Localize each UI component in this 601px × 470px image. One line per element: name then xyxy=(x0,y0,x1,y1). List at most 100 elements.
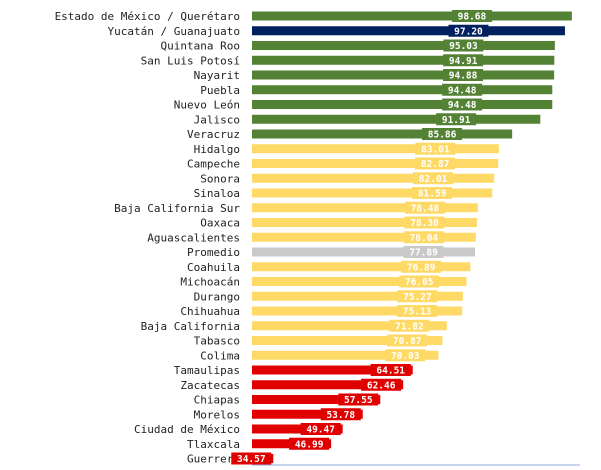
value-label-box xyxy=(422,128,463,140)
value-label-box xyxy=(415,157,456,170)
value-label: 77.89 xyxy=(409,248,438,259)
bars-group xyxy=(252,11,572,463)
category-label: Campeche xyxy=(187,158,240,171)
value-label-box xyxy=(397,305,438,317)
bar xyxy=(252,144,499,154)
category-label: Jalisco xyxy=(194,113,240,126)
value-label: 53.78 xyxy=(326,410,355,421)
value-label-box xyxy=(399,275,440,288)
category-label: Guerrero xyxy=(187,453,240,466)
value-label: 75.27 xyxy=(403,292,432,303)
value-label: 64.51 xyxy=(376,366,405,377)
value-label: 46.99 xyxy=(295,439,324,450)
bar xyxy=(252,409,363,419)
bar xyxy=(252,277,467,286)
value-label: 83.01 xyxy=(421,144,450,155)
bar xyxy=(252,365,413,375)
value-label: 82.87 xyxy=(421,159,450,170)
value-label-box xyxy=(442,98,483,111)
bar xyxy=(252,203,478,213)
bar xyxy=(252,232,476,242)
bar xyxy=(252,291,463,301)
value-label-box xyxy=(451,10,492,22)
category-label: Nuevo León xyxy=(174,99,240,112)
category-label: Sonora xyxy=(200,172,240,185)
value-label-box xyxy=(387,334,428,347)
value-label-box xyxy=(443,69,484,81)
value-label-box xyxy=(385,349,426,362)
value-label: 70.87 xyxy=(393,336,422,347)
value-label: 71.82 xyxy=(395,321,424,332)
bar xyxy=(252,321,447,331)
category-label: Michoacán xyxy=(180,276,240,289)
category-label: Durango xyxy=(194,290,240,303)
value-label-box xyxy=(404,216,445,229)
category-label: Veracruz xyxy=(187,128,240,141)
value-label: 97.20 xyxy=(454,26,483,37)
value-label-box xyxy=(403,246,444,258)
bar xyxy=(252,188,493,198)
value-label: 57.55 xyxy=(344,395,373,406)
value-label-box xyxy=(370,364,411,376)
value-label: 91.91 xyxy=(442,115,471,126)
category-label: Ciudad de México xyxy=(134,423,240,436)
value-label-box xyxy=(442,83,483,96)
value-label-box xyxy=(443,39,484,52)
value-label-box xyxy=(320,408,361,421)
value-label: 94.91 xyxy=(449,56,478,67)
category-label: Chihuahua xyxy=(180,305,240,318)
value-label-box xyxy=(300,423,341,435)
value-label: 70.03 xyxy=(391,351,420,362)
category-label: Estado de México / Querétaro xyxy=(55,10,240,23)
category-label: Puebla xyxy=(200,84,240,97)
category-label: Baja California xyxy=(141,320,240,333)
value-label: 98.68 xyxy=(458,12,487,23)
value-label: 94.48 xyxy=(448,100,477,111)
category-label: Colima xyxy=(200,349,240,362)
bar xyxy=(252,55,555,65)
value-label: 94.48 xyxy=(448,85,477,96)
bar xyxy=(252,380,404,390)
value-label: 75.13 xyxy=(403,307,432,318)
category-label: Baja California Sur xyxy=(114,202,240,215)
bar xyxy=(252,114,541,124)
bar xyxy=(252,85,553,95)
value-label-box xyxy=(231,452,272,465)
bar xyxy=(252,41,555,50)
bar xyxy=(252,70,555,80)
category-label: Oaxaca xyxy=(200,217,240,230)
value-label-box xyxy=(338,393,379,406)
bar xyxy=(252,26,565,36)
value-label: 62.46 xyxy=(367,380,396,391)
category-label: Tlaxcala xyxy=(187,438,240,451)
value-label-box xyxy=(415,142,456,155)
value-label: 49.47 xyxy=(306,425,335,436)
value-label-box xyxy=(403,231,444,244)
value-label-box xyxy=(401,260,442,273)
bar xyxy=(252,218,477,227)
value-label: 78.48 xyxy=(411,203,440,214)
bar xyxy=(252,306,463,316)
value-label: 95.03 xyxy=(449,41,478,52)
bar xyxy=(252,350,439,360)
category-label: Hidalgo xyxy=(194,143,240,156)
bar xyxy=(252,247,476,257)
category-label: Morelos xyxy=(194,408,240,421)
category-label: Aguascalientes xyxy=(147,231,240,244)
category-label: San Luis Potosí xyxy=(141,54,240,67)
value-label: 34.57 xyxy=(237,454,266,465)
value-label-box xyxy=(289,437,330,450)
bar xyxy=(252,424,343,434)
bar xyxy=(252,159,499,168)
value-label-box xyxy=(436,113,477,126)
category-label: Nayarit xyxy=(194,69,240,82)
value-labels-group: 98.68 97.20 95.03 94.91 94.88 94.48 94.48 91.91… xyxy=(231,10,492,465)
bar xyxy=(252,336,443,345)
value-label: 85.86 xyxy=(428,130,457,141)
category-label: Zacatecas xyxy=(180,379,240,392)
value-label-box xyxy=(361,378,402,391)
value-label-box xyxy=(443,54,484,67)
value-label: 82.01 xyxy=(419,174,448,185)
value-label: 76.05 xyxy=(405,277,434,288)
